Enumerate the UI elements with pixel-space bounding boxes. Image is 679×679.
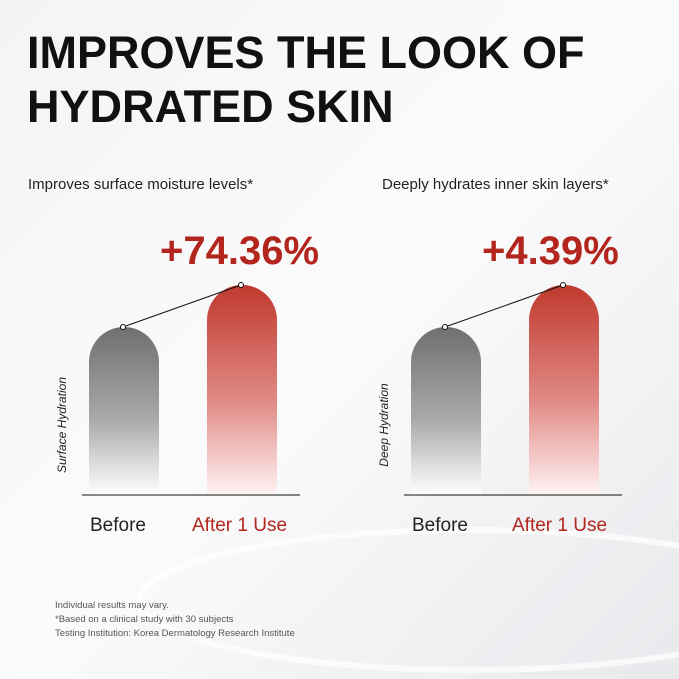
- footnote: Individual results may vary.: [55, 600, 169, 611]
- bar-after: [529, 285, 599, 495]
- category-label: After 1 Use: [192, 515, 287, 536]
- connector: [444, 284, 564, 328]
- footnote: Testing Institution: Korea Dermatology R…: [55, 628, 295, 639]
- panel: Deeply hydrates inner skin layers* +4.39…: [377, 176, 622, 536]
- decor: [137, 527, 679, 673]
- category-label: After 1 Use: [512, 515, 607, 536]
- change-label: +74.36%: [160, 229, 319, 273]
- subtitle: Deeply hydrates inner skin layers*: [382, 176, 609, 193]
- axis-label: Surface Hydration: [55, 377, 69, 473]
- footnote: *Based on a clinical study with 30 subje…: [55, 614, 234, 625]
- bar-before: [411, 327, 481, 495]
- connector: [122, 284, 242, 328]
- subtitle: Improves surface moisture levels*: [28, 176, 253, 193]
- bar-before: [89, 327, 159, 495]
- title-line: HYDRATED SKIN: [27, 81, 394, 132]
- dot: [120, 324, 126, 330]
- category-label: Before: [412, 515, 468, 536]
- dot: [560, 282, 566, 288]
- bar-after: [207, 285, 277, 495]
- change-label: +4.39%: [482, 229, 619, 273]
- dot: [238, 282, 244, 288]
- category-label: Before: [90, 515, 146, 536]
- dot: [442, 324, 448, 330]
- title-line: IMPROVES THE LOOK OF: [27, 27, 585, 78]
- axis-label: Deep Hydration: [377, 383, 391, 467]
- panel: Improves surface moisture levels* +74.36…: [28, 176, 319, 536]
